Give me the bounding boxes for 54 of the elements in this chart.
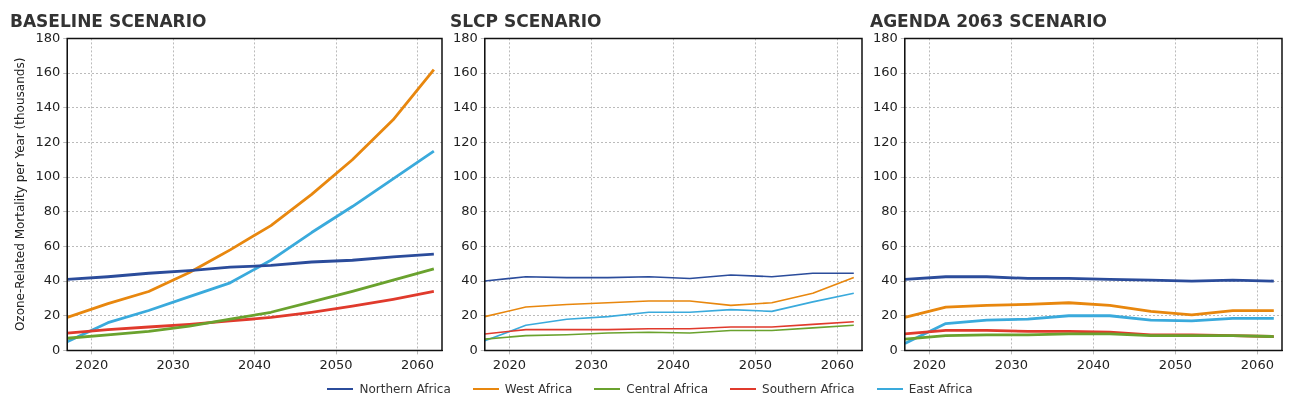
x-tick-label: 2050: [738, 356, 772, 372]
chart-title: AGENDA 2063 SCENARIO: [870, 10, 1107, 31]
y-axis-title: Ozone-Related Mortality per Year (thousands): [13, 57, 28, 332]
y-tick-label: 80: [43, 203, 61, 219]
x-tick-label: 2020: [492, 356, 526, 372]
y-tick-label: 160: [872, 64, 898, 80]
x-tick-label: 2040: [1076, 356, 1110, 372]
y-tick-label: 0: [51, 341, 61, 357]
y-tick-label: 20: [43, 307, 61, 323]
y-tick-label: 120: [35, 133, 61, 149]
y-tick-label: 180: [872, 29, 898, 45]
x-tick-label: 2020: [75, 356, 109, 372]
y-tick-label: 100: [35, 168, 61, 184]
y-tick-label: 120: [452, 133, 478, 149]
x-tick-label: 2040: [656, 356, 690, 372]
y-tick-label: 60: [881, 237, 898, 253]
x-tick-label: 2020: [912, 356, 946, 372]
legend-label: Southern Africa: [762, 382, 855, 396]
chart-title: SLCP SCENARIO: [450, 10, 602, 31]
x-tick-label: 2060: [401, 356, 435, 372]
y-tick-label: 0: [469, 341, 478, 357]
y-tick-label: 60: [461, 237, 478, 253]
y-tick-label: 80: [881, 203, 898, 219]
x-tick-label: 2040: [238, 356, 272, 372]
y-tick-label: 40: [881, 272, 898, 288]
legend-label: Northern Africa: [359, 382, 451, 396]
legend-label: East Africa: [908, 382, 973, 396]
y-tick-label: 0: [889, 341, 898, 357]
y-tick-label: 180: [452, 29, 478, 45]
y-tick-label: 120: [872, 133, 898, 149]
y-tick-label: 140: [35, 99, 61, 115]
x-tick-label: 2030: [574, 356, 608, 372]
y-tick-label: 40: [461, 272, 478, 288]
y-tick-label: 80: [461, 203, 478, 219]
y-tick-label: 60: [43, 237, 61, 253]
y-tick-label: 20: [461, 307, 478, 323]
x-tick-label: 2060: [820, 356, 854, 372]
x-tick-label: 2060: [1240, 356, 1274, 372]
y-tick-label: 160: [452, 64, 478, 80]
x-tick-label: 2050: [319, 356, 353, 372]
y-tick-label: 160: [35, 64, 61, 80]
y-tick-label: 140: [452, 99, 478, 115]
y-tick-label: 100: [452, 168, 478, 184]
y-tick-label: 140: [872, 99, 898, 115]
chart-title: BASELINE SCENARIO: [10, 10, 207, 31]
legend-label: West Africa: [504, 382, 573, 396]
y-tick-label: 40: [43, 272, 61, 288]
y-tick-label: 20: [881, 307, 898, 323]
x-tick-label: 2050: [1158, 356, 1192, 372]
x-tick-label: 2030: [156, 356, 190, 372]
y-tick-label: 180: [35, 29, 61, 45]
legend-label: Central Africa: [626, 382, 709, 396]
y-tick-label: 100: [872, 168, 898, 184]
x-tick-label: 2030: [994, 356, 1028, 372]
